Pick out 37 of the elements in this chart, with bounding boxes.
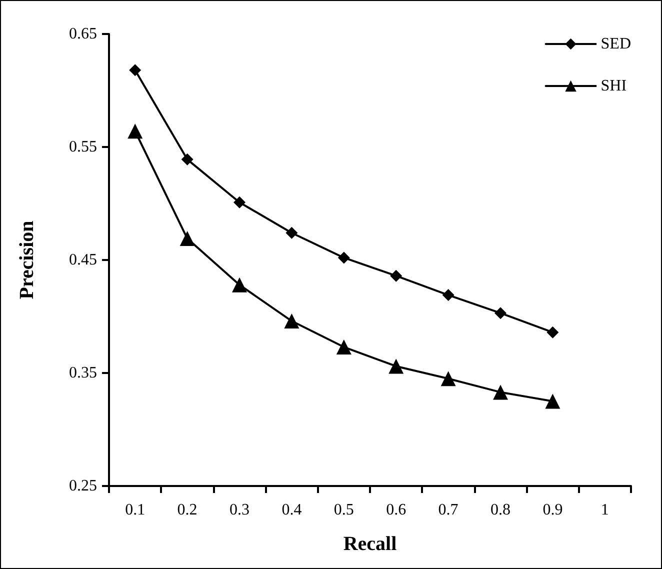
x-tick-label: 0.8 [490, 502, 510, 518]
point [234, 196, 246, 208]
point [336, 340, 352, 355]
x-axis-title: Recall [343, 533, 398, 555]
x-tick-label: 0.6 [386, 502, 406, 518]
point [284, 314, 300, 329]
x-tick-label: 0.7 [438, 502, 458, 518]
point [493, 384, 508, 400]
point [129, 64, 142, 76]
x-tick-label: 0.5 [334, 502, 354, 518]
y-tick-label: 0.55 [69, 138, 97, 156]
point [546, 326, 559, 338]
y-tick-label: 0.25 [69, 478, 97, 494]
x-tick-label: 0.9 [542, 502, 563, 518]
x-tick-label: 0.2 [177, 502, 198, 518]
point [181, 153, 194, 166]
x-tick-label: 0.1 [125, 502, 146, 518]
point [545, 394, 560, 409]
point [442, 289, 454, 302]
point [390, 270, 402, 282]
y-tick-label: 0.65 [69, 26, 97, 42]
x-tick-label: 0.3 [230, 502, 250, 518]
legend-label: SED [600, 36, 632, 52]
point [180, 231, 195, 246]
legend-label: SHI [600, 78, 627, 94]
point [232, 277, 247, 292]
point [286, 226, 298, 239]
y-tick-label: 0.35 [69, 364, 97, 382]
x-tick-label: 1 [600, 502, 609, 518]
point [440, 371, 456, 386]
point [128, 124, 143, 139]
point [388, 358, 404, 374]
y-tick-label: 0.45 [69, 252, 97, 268]
y-axis-title: Precision [16, 220, 38, 300]
point [338, 252, 350, 264]
x-tick-label: 0.4 [282, 502, 302, 518]
point [494, 307, 506, 320]
